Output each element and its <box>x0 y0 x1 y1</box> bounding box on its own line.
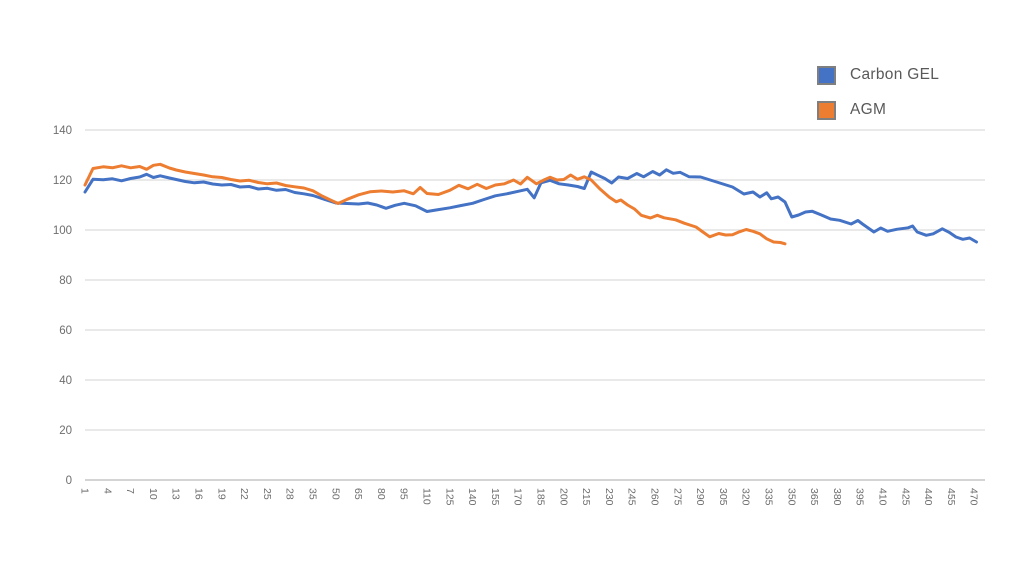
x-axis-label: 125 <box>443 488 455 506</box>
x-axis-label: 28 <box>284 488 296 500</box>
x-axis-label: 230 <box>603 488 615 506</box>
x-axis-label: 155 <box>489 488 501 506</box>
x-axis-label: 455 <box>945 488 957 506</box>
x-axis-label: 65 <box>352 488 364 500</box>
x-axis-label: 1 <box>79 488 91 494</box>
x-axis-label: 275 <box>671 488 683 506</box>
x-axis-label: 320 <box>740 488 752 506</box>
x-axis-label: 13 <box>170 488 182 500</box>
y-axis-label: 40 <box>59 375 72 387</box>
x-axis-label: 380 <box>831 488 843 506</box>
x-axis-label: 7 <box>124 488 136 494</box>
x-axis-label: 50 <box>329 488 341 500</box>
x-axis-label: 215 <box>580 488 592 506</box>
x-axis-labels: 1 4 7 10 13 16 19 22 25 28 35 50 65 80 95 110 125 140 155 1… <box>79 488 980 506</box>
x-axis-label: 290 <box>694 488 706 506</box>
series-line-carbon-gel <box>83 168 978 244</box>
y-axis-label: 20 <box>59 425 72 437</box>
x-axis-label: 350 <box>785 488 797 506</box>
x-axis-label: 200 <box>557 488 569 506</box>
legend-label-carbon-gel: Carbon GEL <box>850 66 940 83</box>
y-axis-label: 120 <box>53 175 72 187</box>
x-axis-label: 185 <box>535 488 547 506</box>
x-axis-label: 95 <box>398 488 410 500</box>
x-axis-label: 245 <box>626 488 638 506</box>
legend-label-agm: AGM <box>850 101 887 118</box>
x-axis-label: 170 <box>512 488 524 506</box>
legend-item-carbon-gel: Carbon GEL <box>814 62 939 88</box>
x-axis-label: 470 <box>968 488 980 506</box>
x-axis-label: 305 <box>717 488 729 506</box>
x-axis-label: 365 <box>808 488 820 506</box>
x-axis-label: 110 <box>421 488 433 505</box>
y-axis-label: 0 <box>66 475 72 487</box>
y-axis-label: 80 <box>59 275 72 287</box>
x-axis-label: 395 <box>854 488 866 506</box>
x-axis-label: 22 <box>238 488 250 500</box>
x-axis-label: 80 <box>375 488 387 500</box>
x-axis-label: 440 <box>922 488 934 506</box>
series-line-agm <box>83 162 787 246</box>
legend-item-agm: AGM <box>814 97 939 123</box>
x-axis-label: 19 <box>215 488 227 500</box>
gridlines <box>85 129 985 431</box>
agm-swatch <box>817 100 836 120</box>
y-axis-labels: 0 20 40 60 80 100 120 140 <box>53 125 72 487</box>
x-axis-label: 35 <box>307 488 319 500</box>
x-axis-label: 4 <box>101 488 113 494</box>
x-axis-label: 25 <box>261 488 273 500</box>
x-axis-label: 425 <box>899 488 911 506</box>
x-axis-label: 140 <box>466 488 478 506</box>
y-axis-label: 140 <box>53 125 72 137</box>
x-axis-label: 10 <box>147 488 159 500</box>
y-axis-label: 100 <box>53 225 72 237</box>
x-axis-label: 410 <box>877 488 889 506</box>
carbon-gel-swatch <box>817 65 836 85</box>
x-axis-label: 335 <box>763 488 775 506</box>
x-axis-label: 260 <box>649 488 661 506</box>
y-axis-label: 60 <box>59 325 72 337</box>
x-axis-label: 16 <box>193 488 205 500</box>
chart-legend: Carbon GEL AGM <box>814 62 939 123</box>
